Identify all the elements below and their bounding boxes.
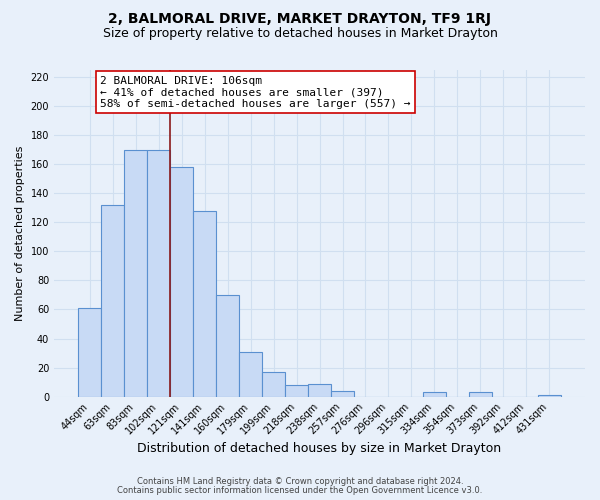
Text: Contains HM Land Registry data © Crown copyright and database right 2024.: Contains HM Land Registry data © Crown c…: [137, 477, 463, 486]
Bar: [239, 352, 262, 397]
Bar: [193, 211, 216, 396]
Bar: [124, 150, 147, 396]
Text: Contains public sector information licensed under the Open Government Licence v3: Contains public sector information licen…: [118, 486, 482, 495]
Bar: [78, 308, 101, 396]
Bar: [331, 391, 354, 396]
Bar: [285, 385, 308, 396]
Bar: [216, 295, 239, 396]
Text: Size of property relative to detached houses in Market Drayton: Size of property relative to detached ho…: [103, 28, 497, 40]
Text: 2, BALMORAL DRIVE, MARKET DRAYTON, TF9 1RJ: 2, BALMORAL DRIVE, MARKET DRAYTON, TF9 1…: [109, 12, 491, 26]
Bar: [469, 392, 492, 396]
Bar: [262, 372, 285, 396]
Bar: [308, 384, 331, 396]
Text: 2 BALMORAL DRIVE: 106sqm
← 41% of detached houses are smaller (397)
58% of semi-: 2 BALMORAL DRIVE: 106sqm ← 41% of detach…: [100, 76, 410, 109]
Y-axis label: Number of detached properties: Number of detached properties: [15, 146, 25, 321]
Bar: [423, 392, 446, 396]
Bar: [170, 167, 193, 396]
Bar: [101, 205, 124, 396]
X-axis label: Distribution of detached houses by size in Market Drayton: Distribution of detached houses by size …: [137, 442, 502, 455]
Bar: [538, 395, 561, 396]
Bar: [147, 150, 170, 396]
